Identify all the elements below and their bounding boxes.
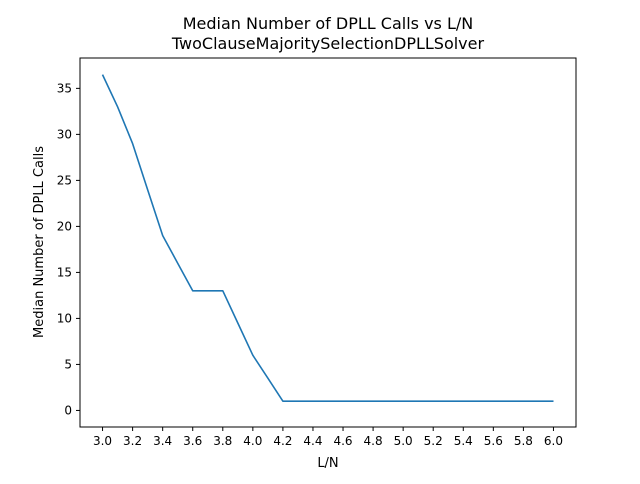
- x-tick-label: 4.4: [303, 434, 322, 448]
- x-tick-label: 3.8: [213, 434, 232, 448]
- y-tick-label: 10: [57, 311, 72, 325]
- series-layer: [101, 74, 554, 403]
- x-axis-label: L/N: [317, 456, 338, 471]
- x-tick-label: 3.6: [183, 434, 202, 448]
- x-axis-ticks: 3.0 3.2 3.4 3.6 3.8 4.0 4.2 4.4 4.6 4.8 5.0 5.2 5.4 5…: [93, 427, 563, 448]
- x-tick-label: 6.0: [544, 434, 563, 448]
- x-tick-label: 4.0: [243, 434, 262, 448]
- x-tick-label: 5.2: [424, 434, 443, 448]
- x-tick-label: 5.4: [454, 434, 473, 448]
- plot-area-frame: [79, 57, 577, 428]
- y-tick-label: 20: [57, 219, 72, 233]
- y-tick-label: 5: [64, 357, 72, 371]
- chart-subtitle: TwoClauseMajoritySelectionDPLLSolver: [171, 34, 485, 53]
- x-tick-label: 4.2: [273, 434, 292, 448]
- x-tick-label: 5.8: [514, 434, 533, 448]
- chart-title: Median Number of DPLL Calls vs L/N: [183, 14, 473, 33]
- y-tick-label: 25: [57, 173, 72, 187]
- x-tick-label: 3.0: [93, 434, 112, 448]
- x-tick-label: 3.4: [153, 434, 172, 448]
- series-line: [101, 74, 554, 403]
- x-tick-label: 5.6: [484, 434, 503, 448]
- y-tick-label: 15: [57, 265, 72, 279]
- x-tick-label: 4.8: [364, 434, 383, 448]
- x-tick-label: 4.6: [333, 434, 352, 448]
- y-tick-label: 0: [64, 403, 72, 417]
- y-tick-label: 35: [57, 81, 72, 95]
- x-tick-label: 3.2: [123, 434, 142, 448]
- y-tick-label: 30: [57, 127, 72, 141]
- y-axis-ticks: 0 5 10 15 20 25 30 35: [57, 81, 80, 417]
- x-tick-label: 5.0: [394, 434, 413, 448]
- y-axis-label: Median Number of DPLL Calls: [32, 146, 47, 338]
